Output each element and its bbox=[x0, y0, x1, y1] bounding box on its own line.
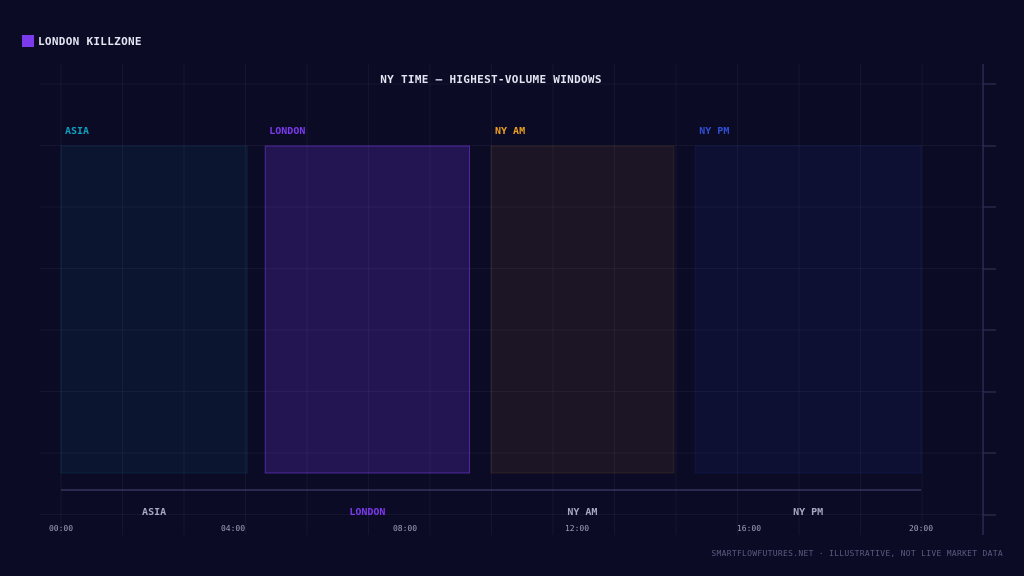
x-tick-label: 20:00 bbox=[909, 524, 933, 533]
session-label-bottom-london: LONDON bbox=[349, 507, 385, 518]
session-label-top-asia: ASIA bbox=[65, 126, 89, 137]
legend-label: LONDON KILLZONE bbox=[38, 34, 142, 48]
session-label-top-london: LONDON bbox=[269, 126, 305, 137]
session-block-asia bbox=[60, 145, 248, 474]
session-label-top-ny-am: NY AM bbox=[495, 126, 525, 137]
session-block-ny-am bbox=[490, 145, 675, 474]
x-tick-label: 16:00 bbox=[737, 524, 761, 533]
x-tick-label: 12:00 bbox=[565, 524, 589, 533]
session-label-bottom-ny-am: NY AM bbox=[567, 507, 597, 518]
x-tick-label: 00:00 bbox=[49, 524, 73, 533]
x-tick-label: 04:00 bbox=[221, 524, 245, 533]
session-label-top-ny-pm: NY PM bbox=[699, 126, 729, 137]
x-tick-label: 08:00 bbox=[393, 524, 417, 533]
legend-swatch bbox=[22, 35, 34, 47]
legend: LONDON KILLZONE bbox=[22, 34, 142, 48]
session-block-london bbox=[264, 145, 470, 474]
session-label-bottom-asia: ASIA bbox=[142, 507, 166, 518]
chart-title: NY TIME — HIGHEST-VOLUME WINDOWS bbox=[380, 73, 602, 86]
footer-disclaimer: SMARTFLOWFUTURES.NET · ILLUSTRATIVE, NOT… bbox=[711, 549, 1003, 558]
session-label-bottom-ny-pm: NY PM bbox=[793, 507, 823, 518]
session-block-ny-pm bbox=[694, 145, 922, 474]
grid bbox=[40, 64, 985, 535]
